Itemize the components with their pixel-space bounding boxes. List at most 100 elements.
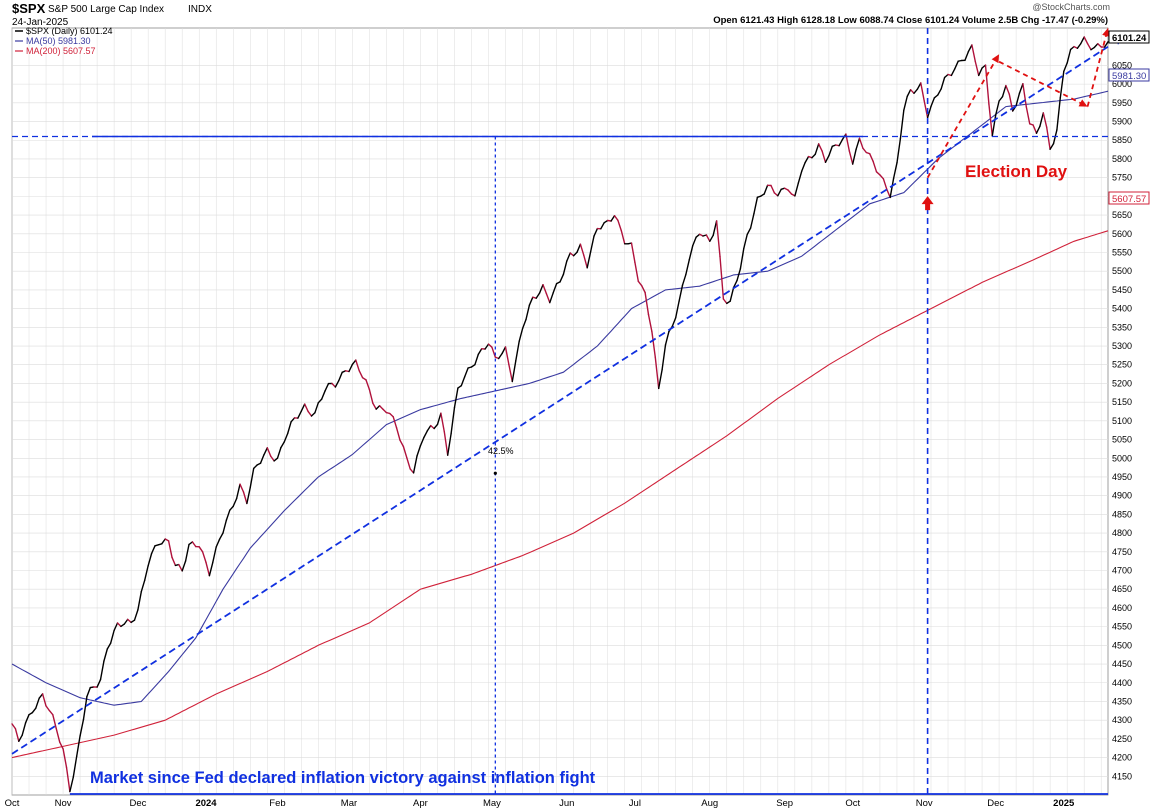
price-segment — [259, 454, 265, 464]
price-segment — [712, 220, 718, 237]
index-name: S&P 500 Large Cap Index — [48, 4, 164, 15]
legend-ma50: MA(50) 5981.30 — [26, 36, 91, 46]
price-segment — [593, 227, 599, 237]
red-arrowhead — [1078, 99, 1088, 107]
price-segment — [739, 247, 745, 270]
price-segment — [675, 300, 680, 319]
price-segment — [484, 343, 490, 350]
price-segment — [770, 184, 776, 194]
red-arrowhead — [1102, 28, 1110, 37]
price-segment — [654, 356, 660, 390]
y-tick-label: 5950 — [1112, 98, 1132, 108]
price-segment — [906, 88, 912, 98]
price-segment — [620, 229, 626, 245]
price-segment — [787, 189, 793, 195]
price-segment — [287, 421, 292, 435]
price-segment — [208, 561, 214, 577]
y-tick-label: 4500 — [1112, 640, 1132, 650]
price-segment — [1086, 43, 1092, 51]
price-segment — [1083, 36, 1089, 45]
y-tick-label: 5250 — [1112, 360, 1132, 370]
price-segment — [375, 405, 381, 410]
price-segment — [583, 254, 588, 269]
price-segment — [140, 579, 146, 593]
price-segment — [402, 445, 408, 459]
price-segment — [855, 137, 861, 151]
price-segment — [869, 152, 874, 163]
price-segment — [954, 60, 959, 70]
price-segment — [681, 273, 687, 286]
plot-frame — [11, 27, 1109, 796]
price-segment — [113, 622, 119, 632]
price-segment — [821, 150, 827, 164]
price-segment — [566, 252, 571, 262]
price-segment — [1080, 36, 1085, 45]
price-segment — [487, 343, 493, 348]
price-segment — [161, 538, 166, 545]
y-tick-label: 4350 — [1112, 696, 1132, 706]
y-tick-label: 4900 — [1112, 491, 1132, 501]
price-segment — [886, 188, 891, 199]
price-segment — [991, 114, 997, 137]
price-segment — [123, 618, 129, 625]
bottom-caption: Market since Fed declared inflation vict… — [90, 769, 596, 787]
price-segment — [828, 145, 833, 157]
y-tick-label: 6000 — [1112, 79, 1132, 89]
price-segment — [664, 330, 670, 346]
svg-text:5981.30: 5981.30 — [1112, 71, 1146, 82]
series-ma50 — [11, 90, 1109, 706]
price-segment — [872, 160, 878, 173]
price-segment — [82, 695, 88, 721]
price-segment — [69, 776, 75, 793]
price-segment — [1066, 48, 1072, 64]
price-segment — [736, 268, 742, 282]
price-segment — [988, 103, 993, 137]
price-segment — [974, 60, 980, 77]
price-segment — [504, 346, 510, 366]
price-segment — [801, 161, 806, 173]
watermark: @StockCharts.com — [1032, 2, 1110, 12]
price-segment — [661, 344, 667, 371]
price-segment — [542, 284, 548, 295]
price-segment — [242, 491, 248, 505]
price-segment — [879, 174, 885, 180]
price-segment — [126, 618, 132, 624]
x-tick-label: Jun — [559, 798, 574, 809]
price-segment — [72, 755, 78, 778]
x-tick-label: Nov — [55, 798, 72, 809]
price-segment — [1022, 82, 1028, 108]
x-tick-label: May — [483, 798, 501, 809]
chart-date: 24-Jan-2025 — [12, 17, 69, 28]
y-tick-label: 4850 — [1112, 509, 1132, 519]
price-segment — [1032, 124, 1038, 134]
price-segment — [266, 447, 272, 457]
price-segment — [535, 292, 541, 299]
price-segment — [1018, 82, 1024, 94]
price-segment — [998, 95, 1004, 102]
x-tick-label: Mar — [341, 798, 357, 809]
price-segment — [416, 445, 422, 457]
price-segment — [270, 455, 275, 462]
price-segment — [763, 184, 769, 195]
y-tick-label: 5850 — [1112, 135, 1132, 145]
price-segment — [875, 171, 881, 176]
price-segment — [933, 94, 939, 99]
y-tick-label: 4750 — [1112, 547, 1132, 557]
price-segment — [283, 432, 289, 443]
y-tick-label: 4300 — [1112, 715, 1132, 725]
y-tick-label: 5100 — [1112, 416, 1132, 426]
red-arrow-line — [1086, 27, 1109, 107]
x-tick-label: Apr — [413, 798, 428, 809]
price-segment — [525, 304, 531, 321]
price-segment — [464, 367, 469, 378]
price-segment — [501, 346, 507, 355]
price-segment — [794, 182, 799, 197]
price-segment — [321, 390, 326, 400]
price-segment — [978, 67, 983, 77]
price-segment — [658, 369, 663, 390]
price-segment — [423, 430, 428, 439]
price-segment — [52, 714, 57, 730]
price-segment — [116, 622, 122, 628]
price-segment — [610, 214, 616, 222]
price-segment — [48, 709, 54, 716]
